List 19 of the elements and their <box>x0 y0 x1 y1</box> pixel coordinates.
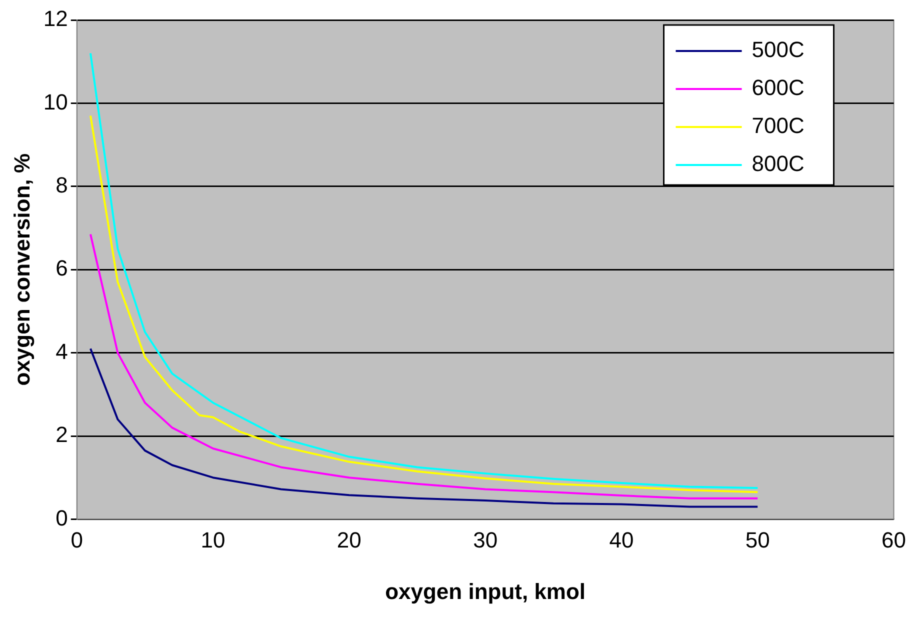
legend-label: 800C <box>752 151 804 176</box>
x-axis-title: oxygen input, kmol <box>385 578 586 604</box>
y-tick-label: 0 <box>56 505 68 530</box>
y-tick-label: 4 <box>56 338 68 364</box>
y-axis-title: oxygen conversion, % <box>9 153 34 386</box>
x-tick-label: 40 <box>609 527 634 552</box>
x-tick-label: 60 <box>882 527 906 552</box>
y-tick-label: 6 <box>56 256 68 281</box>
y-tick-label: 10 <box>43 89 68 114</box>
x-tick-label: 50 <box>745 527 770 552</box>
legend-label: 500C <box>752 37 804 62</box>
legend-label: 600C <box>752 75 804 100</box>
y-tick-label: 8 <box>56 172 68 198</box>
x-tick-label: 20 <box>336 527 362 552</box>
y-tick-label: 2 <box>56 422 68 448</box>
legend-label: 700C <box>752 113 804 138</box>
x-tick-label: 10 <box>200 527 226 552</box>
y-tick-label: 12 <box>43 6 68 32</box>
x-tick-label: 30 <box>473 527 498 552</box>
